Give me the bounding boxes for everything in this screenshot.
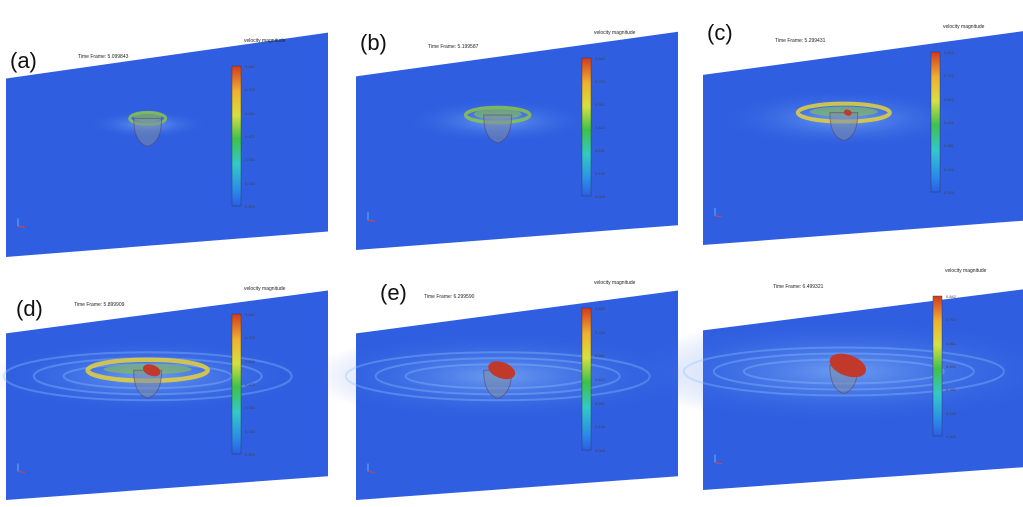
hull-top <box>143 364 161 377</box>
colorbar-tick: 0.281 <box>946 387 957 393</box>
colorbar-tick: 0.140 <box>245 428 256 434</box>
colorbar <box>932 295 943 437</box>
colorbar-tick: 0.561 <box>595 353 606 359</box>
colorbar-tick: 0.000 <box>946 434 957 439</box>
colorbar-tick: 0.000 <box>595 194 606 199</box>
colorbar-tick: 0.000 <box>245 204 256 209</box>
floating-body <box>829 112 859 142</box>
colorbar-title: velocity magnitude <box>943 24 985 30</box>
colorbar-tick: 0.281 <box>944 143 955 149</box>
panel-label: (c) <box>707 20 733 45</box>
time-frame-label: Time Frame: 5.199587 <box>428 44 479 50</box>
panel-label: (a) <box>10 48 37 73</box>
colorbar-title: velocity magnitude <box>594 280 636 286</box>
colorbar <box>930 51 941 193</box>
water-plane <box>6 32 328 257</box>
panel-label: (b) <box>360 30 387 55</box>
colorbar-tick: 0.140 <box>944 166 955 172</box>
flow-render <box>356 31 678 251</box>
colorbar-tick: 0.000 <box>595 448 606 453</box>
colorbar-title: velocity magnitude <box>945 268 987 274</box>
time-frame-label: Time Frame: 6.499321 <box>773 284 824 290</box>
panel-a: 0.842 0.702 0.561 0.421 0.281 0.140 0.000 veloc… <box>6 2 328 257</box>
colorbar-tick: 0.702 <box>595 79 606 84</box>
colorbar-tick: 0.842 <box>595 56 606 61</box>
colorbar-title: velocity magnitude <box>244 38 286 44</box>
panel-label: (e) <box>380 280 407 305</box>
time-frame-label: Time Frame: 5.099843 <box>78 54 129 60</box>
flow-render <box>703 31 1023 245</box>
colorbar-tick: 0.421 <box>595 125 606 130</box>
colorbar <box>581 57 592 197</box>
hull-top <box>829 353 867 378</box>
colorbar-tick: 0.561 <box>944 96 955 102</box>
panel-e: 0.842 0.702 0.561 0.421 0.281 0.140 0.000 veloc… <box>305 262 690 500</box>
colorbar-tick: 0.702 <box>245 87 256 93</box>
hull-top <box>488 361 516 380</box>
colorbar-title: velocity magnitude <box>244 286 286 292</box>
floating-body <box>483 114 513 144</box>
colorbar-tick: 0.140 <box>595 424 606 430</box>
time-frame-label: Time Frame: 5.299431 <box>775 38 826 44</box>
colorbar <box>231 313 242 455</box>
colorbar-tick: 0.000 <box>245 452 256 457</box>
hull-top <box>843 109 852 116</box>
panel-b: 0.842 0.702 0.561 0.421 0.281 0.140 0.000 veloc… <box>356 2 678 251</box>
panel-label: (d) <box>16 296 43 321</box>
colorbar-tick: 0.281 <box>595 400 606 406</box>
flow-render <box>618 289 1023 490</box>
colorbar <box>581 307 592 451</box>
colorbar-tick: 0.140 <box>946 410 957 416</box>
colorbar-tick: 0.842 <box>944 50 955 55</box>
colorbar-tick: 0.421 <box>595 377 606 382</box>
colorbar-tick: 0.421 <box>245 382 256 387</box>
colorbar-tick: 0.140 <box>245 180 256 186</box>
time-frame-label: Time Frame: 6.299590 <box>424 294 475 300</box>
colorbar-tick: 0.561 <box>245 358 256 364</box>
flow-render <box>0 290 328 500</box>
panel-c: 0.842 0.702 0.561 0.421 0.281 0.140 0.000 veloc… <box>703 2 1023 245</box>
colorbar-title: velocity magnitude <box>594 30 636 36</box>
colorbar-tick: 0.842 <box>946 294 957 299</box>
colorbar-tick: 0.281 <box>245 157 256 163</box>
colorbar-tick: 0.000 <box>944 190 955 195</box>
colorbar-tick: 0.561 <box>595 102 606 107</box>
colorbar-tick: 0.702 <box>946 317 957 323</box>
colorbar <box>231 65 242 207</box>
colorbar-tick: 0.702 <box>944 73 955 79</box>
floating-body <box>133 117 163 147</box>
colorbar-tick: 0.281 <box>245 405 256 411</box>
colorbar-tick: 0.842 <box>245 64 256 69</box>
panel-d: 0.842 0.702 0.561 0.421 0.281 0.140 0.000 veloc… <box>0 262 328 500</box>
flow-render <box>6 32 328 257</box>
colorbar-tick: 0.421 <box>944 120 955 125</box>
colorbar-tick: 0.281 <box>595 148 606 153</box>
colorbar-tick: 0.702 <box>245 335 256 341</box>
colorbar-tick: 0.561 <box>946 340 957 346</box>
panel-f: 0.842 0.702 0.561 0.421 0.281 0.140 0.000 veloc… <box>618 262 1023 490</box>
flow-render <box>305 290 690 500</box>
colorbar-tick: 0.140 <box>595 171 606 176</box>
floating-body <box>133 369 163 399</box>
colorbar-tick: 0.842 <box>245 312 256 317</box>
colorbar-tick: 0.842 <box>595 306 606 311</box>
colorbar-tick: 0.421 <box>245 134 256 139</box>
time-frame-label: Time Frame: 5.899909 <box>74 302 125 308</box>
colorbar-tick: 0.421 <box>946 364 957 369</box>
colorbar-tick: 0.702 <box>595 329 606 335</box>
colorbar-tick: 0.561 <box>245 110 256 116</box>
